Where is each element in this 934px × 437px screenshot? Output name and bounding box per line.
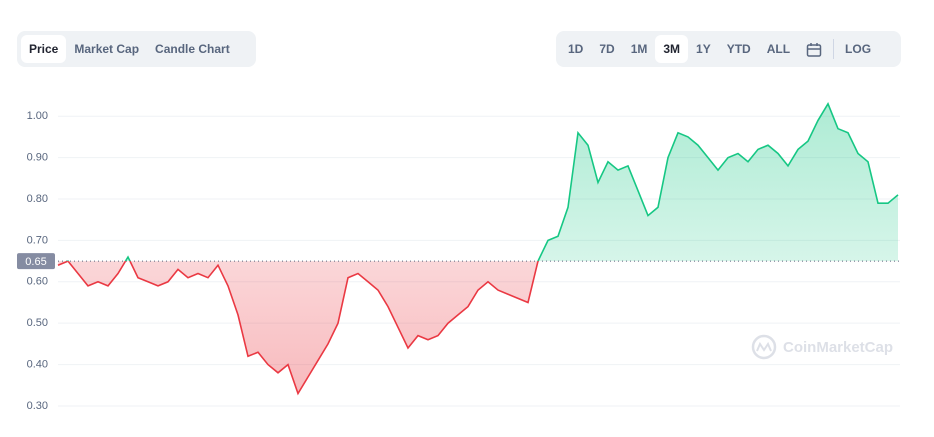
range[interactable]: 1M — [630, 42, 648, 56]
watermark: CoinMarketCap — [751, 334, 893, 360]
range[interactable]: YTD — [726, 42, 751, 56]
calendar-icon — [806, 42, 822, 57]
area-up — [58, 103, 898, 262]
range[interactable]: 1D — [568, 42, 584, 56]
calendar-button[interactable] — [798, 35, 830, 63]
range[interactable]: 1Y — [696, 42, 711, 56]
tab[interactable]: Candle Chart — [155, 42, 230, 56]
y-tick-label: 0.70 — [27, 234, 48, 246]
range[interactable]: ALL — [766, 42, 791, 56]
y-tick-label: 0.50 — [27, 317, 48, 329]
y-tick-label: 0.40 — [27, 358, 48, 370]
area-down — [58, 261, 538, 394]
watermark-text: CoinMarketCap — [783, 339, 893, 356]
tab-group: Price Market Cap Candle Chart — [17, 31, 256, 67]
baseline-badge — [17, 253, 55, 270]
y-tick-label: 1.00 — [27, 110, 48, 122]
price-line-up — [65, 102, 899, 262]
baseline-label: 0.65 — [25, 256, 46, 268]
y-tick-label: 0.80 — [27, 193, 48, 205]
log-button[interactable]: LOG — [845, 42, 872, 56]
tab[interactable]: Market Cap — [74, 42, 140, 56]
price-line-down — [57, 261, 539, 396]
y-tick-label: 0.60 — [27, 276, 48, 288]
separator — [833, 39, 835, 59]
y-tick-label: 0.90 — [27, 152, 48, 164]
range[interactable]: 7D — [599, 42, 615, 56]
y-tick-label: 0.30 — [27, 400, 48, 412]
range[interactable]: 3M — [655, 35, 689, 63]
tab[interactable]: Price — [21, 35, 67, 63]
range-group: 1D 7D 1M 3M 1Y YTD ALL LOG — [556, 31, 901, 67]
